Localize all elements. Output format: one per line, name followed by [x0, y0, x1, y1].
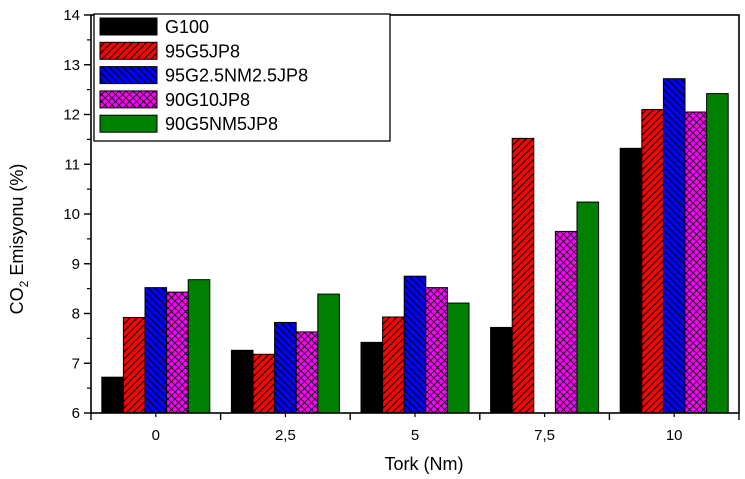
- bar-4-1: [317, 294, 340, 413]
- y-tick-label-3: 9: [72, 256, 80, 273]
- bar-pattern-1-1: [253, 354, 275, 413]
- bar-pattern-1-4: [641, 109, 664, 414]
- bar-pattern-2-2: [404, 276, 426, 413]
- legend-label-3: 90G10JP8: [165, 90, 250, 110]
- y-axis-title-subscript: 2: [17, 280, 31, 287]
- legend-swatch-outline-0: [99, 17, 158, 36]
- bar-4-3: [577, 202, 599, 413]
- bar-pattern-2-0: [145, 287, 167, 413]
- legend-swatch-outline-1: [99, 41, 158, 60]
- y-tick-label-7: 13: [63, 57, 80, 74]
- bar-pattern-1-0: [123, 317, 145, 413]
- y-tick-label-0: 6: [72, 405, 80, 422]
- legend-swatch-0: [100, 18, 157, 35]
- legend-label-2: 95G2.5NM2.5JP8: [165, 66, 308, 86]
- legend-swatch-4: [100, 115, 157, 133]
- y-axis-title-rest: Emisyonu (%): [7, 164, 27, 281]
- legend-swatch-pattern-1: [100, 42, 157, 60]
- bar-pattern-3-1: [296, 331, 318, 413]
- bars-layer: [101, 78, 729, 414]
- bar-0-2: [361, 342, 383, 413]
- legend-label-1: 95G5JP8: [165, 41, 240, 61]
- y-tick-label-5: 11: [64, 156, 80, 173]
- bar-pattern-2-4: [663, 78, 685, 414]
- y-tick-label-6: 12: [63, 107, 80, 124]
- bar-pattern-3-0: [166, 292, 189, 413]
- bar-4-2: [447, 303, 469, 413]
- y-axis-title-main: CO: [7, 287, 27, 314]
- legend-swatch-outline-3: [99, 90, 158, 109]
- y-tick-label-8: 14: [63, 7, 80, 24]
- bar-pattern-3-2: [425, 287, 448, 413]
- legend: G100 95G5JP8 95G2.5NM2.5JP8 90G10JP8 90G5NM5…: [93, 13, 391, 142]
- bar-pattern-3-4: [685, 112, 707, 413]
- x-tick-label-2: 5: [411, 427, 419, 444]
- y-ticks: 6 7 8 9 10 11 12 13 14: [63, 7, 91, 422]
- bar-0-4: [620, 148, 642, 413]
- x-tick-label-0: 0: [152, 427, 160, 444]
- bar-4-0: [188, 279, 210, 413]
- x-tick-label-3: 7,5: [534, 427, 555, 444]
- legend-swatch-outline-2: [99, 66, 158, 85]
- bar-pattern-1-3: [512, 138, 534, 413]
- x-tick-label-4: 10: [666, 427, 683, 444]
- legend-label-4: 90G5NM5JP8: [165, 114, 278, 134]
- x-axis-title: Tork (Nm): [385, 454, 464, 474]
- x-ticks: 0 2,5 5 7,5 10: [90, 413, 740, 444]
- y-axis-title: CO2 Emisyonu (%): [7, 164, 31, 315]
- y-tick-label-1: 7: [72, 355, 80, 372]
- x-tick-label-1: 2,5: [275, 427, 296, 444]
- bar-0-1: [231, 350, 253, 413]
- bar-pattern-1-2: [382, 316, 405, 413]
- legend-label-0: G100: [165, 17, 209, 37]
- bar-4-4: [706, 93, 729, 413]
- bar-pattern-3-3: [555, 231, 577, 413]
- y-tick-label-4: 10: [63, 206, 80, 223]
- legend-swatch-outline-4: [99, 114, 158, 133]
- legend-swatch-pattern-3: [100, 90, 157, 108]
- legend-swatch-pattern-2: [100, 66, 157, 84]
- bar-pattern-2-1: [274, 322, 297, 413]
- y-tick-label-2: 8: [72, 306, 80, 323]
- bar-0-3: [490, 327, 513, 413]
- bar-0-0: [101, 377, 124, 413]
